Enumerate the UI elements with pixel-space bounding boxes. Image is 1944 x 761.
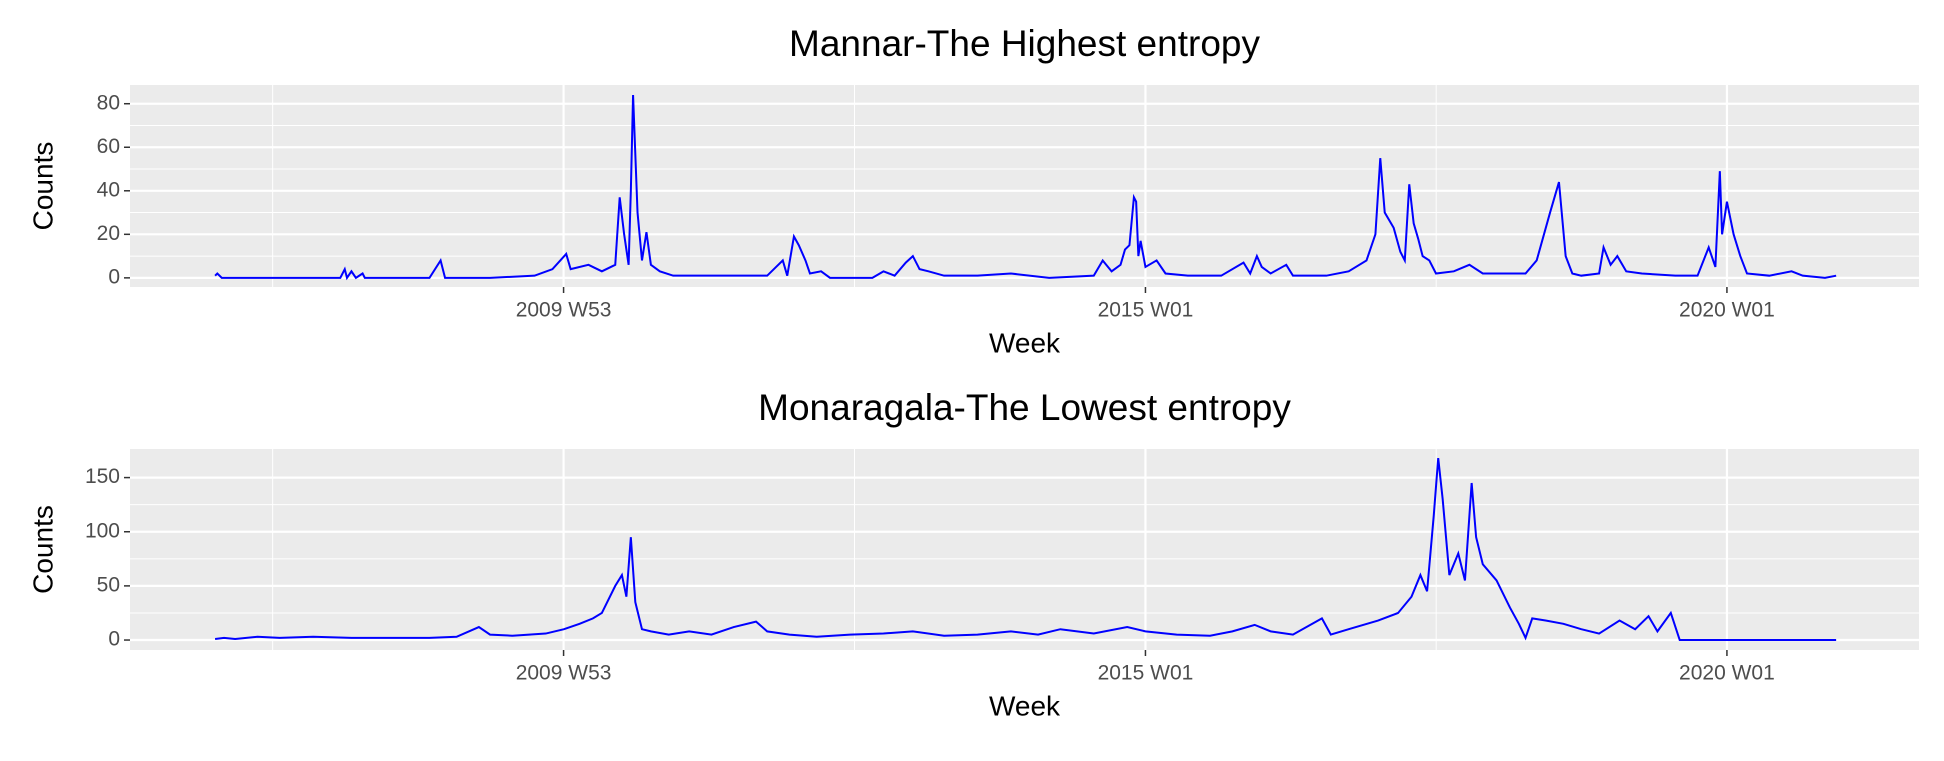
y-axis-title: Counts bbox=[27, 505, 58, 594]
y-tick-label: 100 bbox=[85, 519, 120, 542]
x-tick-label: 2020 W01 bbox=[1679, 662, 1775, 685]
x-tick-label: 2015 W01 bbox=[1098, 299, 1194, 322]
data-line bbox=[214, 457, 1837, 642]
y-axis-title: Counts bbox=[27, 142, 58, 231]
y-tick-label: 50 bbox=[97, 573, 120, 596]
x-tick-label: 2015 W01 bbox=[1098, 662, 1194, 685]
y-tick-label: 40 bbox=[97, 178, 120, 201]
plot-background bbox=[130, 449, 1919, 650]
x-tick-label: 2009 W53 bbox=[516, 662, 612, 685]
plot-background bbox=[130, 85, 1919, 287]
chart-title: Monaragala-The Lowest entropy bbox=[758, 387, 1291, 428]
y-tick-label: 20 bbox=[97, 222, 120, 245]
y-tick-label: 60 bbox=[97, 135, 120, 158]
x-axis-title: Week bbox=[989, 690, 1061, 721]
y-tick-label: 0 bbox=[108, 628, 120, 651]
y-tick-label: 150 bbox=[85, 465, 120, 488]
y-tick-label: 0 bbox=[108, 265, 120, 288]
chart-title: Mannar-The Highest entropy bbox=[789, 23, 1260, 64]
x-tick-label: 2020 W01 bbox=[1679, 299, 1775, 322]
y-tick-label: 80 bbox=[97, 91, 120, 114]
data-line bbox=[214, 94, 1837, 281]
x-axis-title: Week bbox=[989, 327, 1061, 358]
x-tick-label: 2009 W53 bbox=[516, 299, 612, 322]
